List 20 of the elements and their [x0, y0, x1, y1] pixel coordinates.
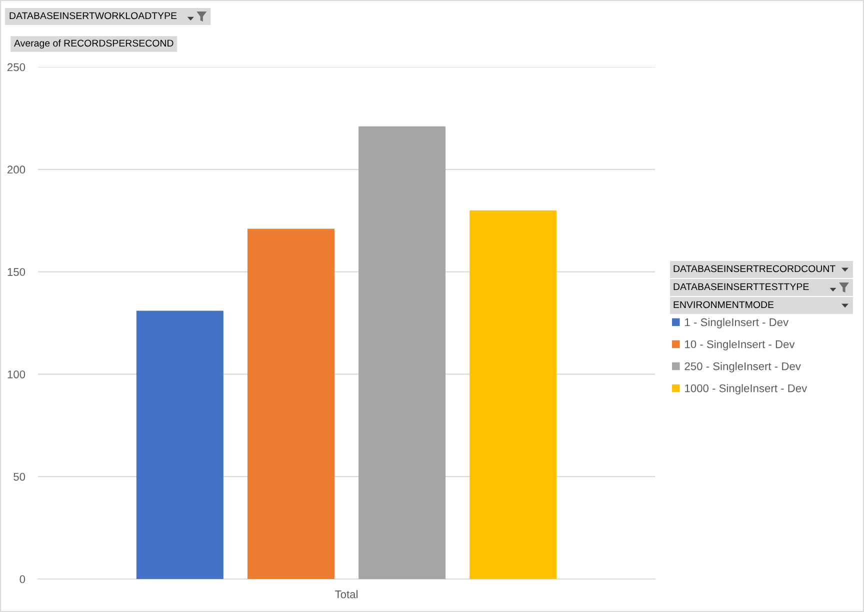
text: DATABASEINSERTRECORDCOUNT	[674, 265, 836, 272]
legend-label: 1 - SingleInsert - Dev	[685, 318, 789, 328]
text: ENVIRONMENTMODE	[674, 301, 774, 308]
y-tick-label: 0	[20, 575, 26, 584]
legend-label: 1000 - SingleInsert - Dev	[685, 384, 808, 394]
x-tick-label: Total	[335, 590, 358, 598]
text: DATABASEINSERTTESTTYPE	[674, 283, 809, 290]
y-tick-label: 250	[8, 63, 26, 72]
bar	[470, 210, 557, 579]
y-tick-label: 100	[8, 370, 26, 378]
bar	[136, 310, 224, 579]
legend-label: 250 - SingleInsert - Dev	[684, 362, 801, 372]
text: DATABASEINSERTWORKLOADTYPE	[10, 12, 177, 20]
bar	[247, 228, 334, 579]
y-tick-label: 50	[14, 472, 26, 481]
legend-label: 10 - SingleInsert - Dev	[685, 340, 795, 350]
bar	[358, 126, 446, 579]
y-tick-label: 200	[8, 166, 26, 174]
y-axis-title: Average of RECORDSPERSECOND	[14, 39, 174, 49]
y-tick-label: 150	[8, 268, 26, 276]
